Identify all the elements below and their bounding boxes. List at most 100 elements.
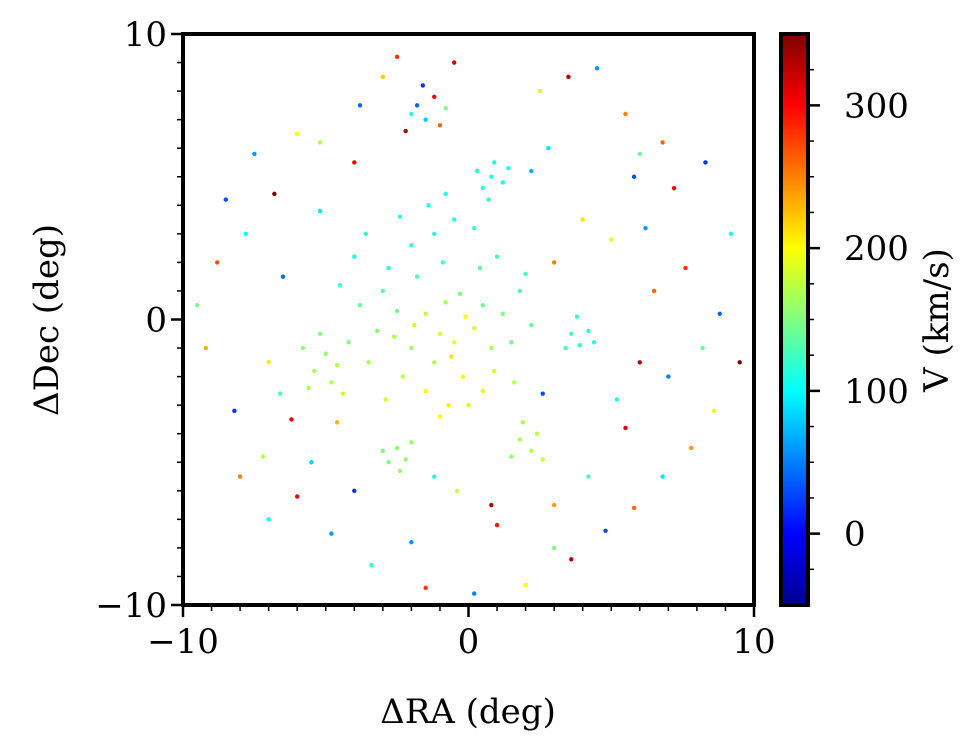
y-tick-label: 10 <box>124 15 167 55</box>
data-point <box>380 288 386 294</box>
data-point <box>623 425 628 431</box>
data-point <box>357 303 363 308</box>
data-point <box>394 54 400 60</box>
data-point <box>472 325 477 331</box>
data-point <box>357 103 363 108</box>
data-point <box>380 74 386 80</box>
data-point <box>317 140 323 145</box>
data-point <box>446 402 451 408</box>
data-point <box>237 474 243 479</box>
data-point <box>666 374 671 379</box>
data-point <box>409 539 414 545</box>
data-point <box>472 591 477 596</box>
data-point <box>671 185 677 191</box>
data-point <box>334 362 340 368</box>
data-point <box>477 265 483 271</box>
data-point <box>717 311 722 316</box>
data-point <box>523 582 528 588</box>
data-point <box>603 528 608 533</box>
data-point <box>494 254 500 259</box>
data-point <box>394 445 400 451</box>
data-point <box>472 225 477 231</box>
colorbar-ticks: 0 100 200 300 <box>808 68 909 571</box>
data-point <box>432 360 437 365</box>
data-point <box>643 225 648 231</box>
data-point <box>569 331 574 336</box>
data-point <box>280 274 286 279</box>
data-point <box>260 454 266 459</box>
data-point <box>517 437 523 442</box>
data-point <box>660 140 665 145</box>
data-point <box>594 66 600 71</box>
data-point <box>737 360 742 365</box>
colorbar-tick-label: 0 <box>844 515 866 555</box>
data-point <box>437 331 443 336</box>
data-point <box>660 474 665 479</box>
data-point <box>688 445 694 451</box>
data-point <box>614 397 620 402</box>
data-point <box>346 340 351 345</box>
data-point <box>500 180 505 185</box>
data-point <box>551 260 557 265</box>
data-point <box>403 128 408 134</box>
data-point <box>309 460 314 465</box>
data-point <box>511 380 517 385</box>
data-point <box>397 214 403 219</box>
data-point <box>317 208 323 214</box>
data-point <box>412 323 417 328</box>
data-point <box>711 408 717 414</box>
data-point <box>591 340 597 345</box>
data-point <box>486 197 491 202</box>
data-point <box>409 345 414 351</box>
data-point <box>474 168 480 174</box>
data-point <box>683 265 688 271</box>
data-point <box>423 585 428 591</box>
data-point <box>306 385 311 391</box>
data-point <box>266 517 271 522</box>
data-point <box>537 88 543 94</box>
data-point <box>449 354 454 359</box>
data-point <box>529 323 534 328</box>
data-point <box>509 340 514 345</box>
data-point <box>300 345 306 351</box>
data-point <box>337 283 343 288</box>
data-point <box>437 414 443 419</box>
data-point <box>432 474 437 479</box>
data-point <box>566 74 571 80</box>
data-point <box>252 151 257 157</box>
data-point <box>400 374 406 379</box>
data-point <box>414 103 420 108</box>
x-axis-label: ΔRA (deg) <box>380 692 556 732</box>
data-point <box>369 562 374 568</box>
data-point <box>728 231 734 237</box>
data-point <box>423 311 428 316</box>
data-point <box>491 368 497 374</box>
data-point <box>580 217 585 222</box>
data-point <box>443 300 448 305</box>
data-point <box>423 388 428 394</box>
data-point <box>563 345 568 351</box>
data-point <box>703 160 708 165</box>
data-point <box>295 131 300 137</box>
data-point <box>352 488 357 493</box>
data-point <box>437 123 443 128</box>
data-point <box>517 288 523 294</box>
data-point <box>637 360 642 365</box>
data-point <box>272 191 277 197</box>
data-point <box>266 360 271 365</box>
data-point <box>509 454 514 459</box>
data-point <box>277 391 283 396</box>
data-point <box>609 237 614 242</box>
colorbar-tick-label: 300 <box>844 86 909 126</box>
data-point <box>466 402 471 408</box>
data-point <box>403 457 408 462</box>
data-point <box>363 231 368 237</box>
data-point <box>523 271 528 277</box>
data-point <box>409 440 414 445</box>
data-point <box>414 274 420 279</box>
data-point <box>540 391 545 396</box>
data-point <box>352 254 357 259</box>
y-axis-label: ΔDec (deg) <box>27 224 67 416</box>
axis-ticks: −10 0 10 10 0 −10 <box>95 15 775 662</box>
data-point <box>454 488 460 493</box>
